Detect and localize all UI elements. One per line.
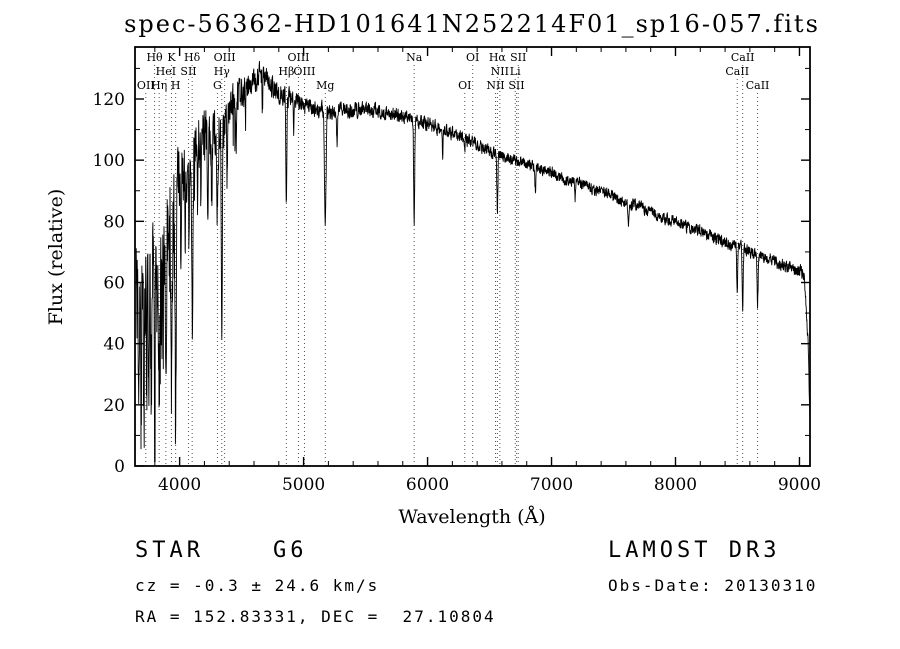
- y-tick-label: 60: [103, 273, 125, 293]
- spectral-line-label: NII: [486, 79, 504, 92]
- spectral-line-label: OII: [137, 79, 155, 92]
- spectral-line-label: Li: [510, 65, 521, 78]
- spectral-line-label: Hγ: [214, 65, 231, 78]
- spectral-line-label: Mg: [316, 79, 334, 92]
- x-axis-label: Wavelength (Å): [398, 506, 545, 528]
- spectrum-line: [135, 60, 811, 462]
- spectral-line-label: Hβ: [278, 65, 294, 78]
- spectral-line-label: HeI: [156, 65, 176, 78]
- y-tick-label: 40: [103, 335, 125, 355]
- y-tick-label: 120: [93, 90, 125, 110]
- spectral-line-label: H: [171, 79, 181, 92]
- spectral-line-label: OI: [466, 51, 479, 64]
- x-tick-label: 7000: [530, 475, 573, 495]
- y-tick-label: 20: [103, 396, 125, 416]
- x-tick-label: 5000: [282, 475, 325, 495]
- spectral-line-label: OIII: [287, 51, 309, 64]
- y-axis-label: Flux (relative): [45, 189, 67, 326]
- spectral-line-label: OIII: [293, 65, 315, 78]
- cz-value: cz = -0.3 ± 24.6 km/s: [135, 576, 380, 595]
- y-tick-label: 100: [93, 151, 125, 171]
- survey-label: LAMOST DR3: [608, 538, 781, 563]
- spectral-line-label: Hδ: [184, 51, 201, 64]
- obs-date: Obs-Date: 20130310: [608, 576, 818, 595]
- spectral-line-label: Hθ: [146, 51, 163, 64]
- spectral-line-markers: OIIHθHηHeIKHSIIHδGHγOIIIHβOIIIOIIIMgNaOI…: [137, 51, 769, 466]
- spectral-line-label: Hα: [489, 51, 507, 64]
- ra-dec-value: RA = 152.83331, DEC = 27.10804: [135, 607, 496, 626]
- x-tick-label: 6000: [406, 475, 449, 495]
- plot-frame: [134, 46, 811, 467]
- object-class-label: STAR G6: [135, 538, 308, 563]
- spectral-line-label: SII: [510, 51, 526, 64]
- plot-border: [134, 46, 811, 467]
- y-tick-label: 0: [114, 457, 125, 477]
- spectral-line-label: NII: [491, 65, 509, 78]
- spectral-line-label: OIII: [214, 51, 236, 64]
- x-tick-label: 9000: [778, 475, 821, 495]
- spectral-line-label: SII: [180, 65, 196, 78]
- spectral-line-label: CaII: [725, 65, 749, 78]
- axis-ticks: 4000 5000 6000 7000 8000 9000 0 20 40 60 80 100 120: [93, 47, 821, 495]
- spectral-line-label: SII: [508, 79, 524, 92]
- spectral-line-label: K: [167, 51, 176, 64]
- spectrum-path: [135, 60, 811, 462]
- x-tick-label: 8000: [654, 475, 697, 495]
- spectral-line-label: CaII: [746, 79, 770, 92]
- y-tick-label: 80: [103, 212, 125, 232]
- spectral-line-label: OI: [458, 79, 471, 92]
- spectral-line-label: Hη: [151, 79, 167, 92]
- spectral-line-label: Na: [406, 51, 423, 64]
- spectral-line-label: CaII: [731, 51, 755, 64]
- spectrum-plot: spec-56362-HD101641N252214F01_sp16-057.f…: [45, 10, 821, 528]
- plot-title: spec-56362-HD101641N252214F01_sp16-057.f…: [124, 10, 820, 38]
- spectral-line-label: G: [213, 79, 222, 92]
- x-tick-label: 4000: [158, 475, 201, 495]
